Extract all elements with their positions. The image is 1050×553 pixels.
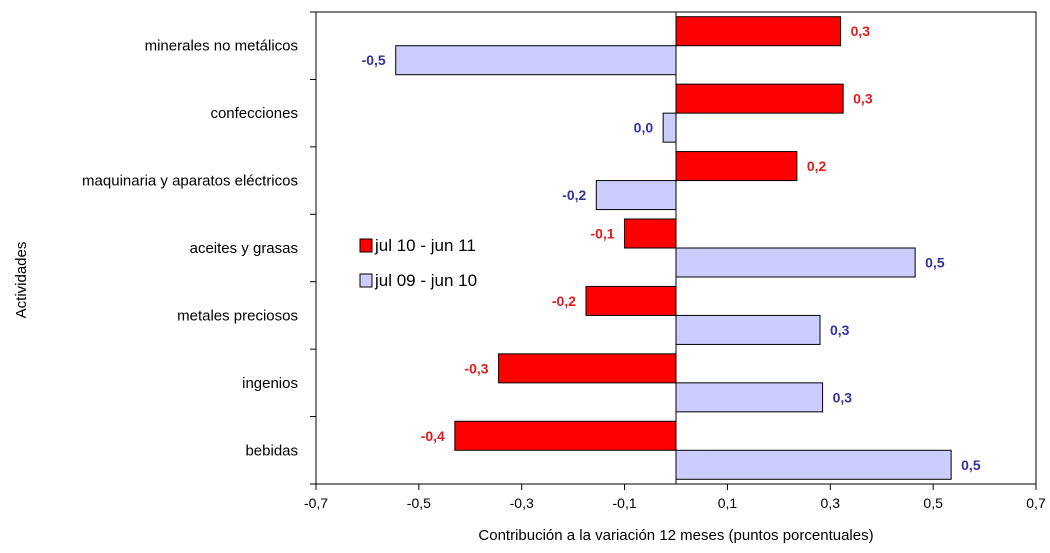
x-tick-label: -0,5 [407, 495, 431, 511]
bar-series-1 [585, 285, 677, 316]
bar-series-2 [662, 112, 677, 143]
bar-series-2 [675, 449, 952, 480]
bar-value-label: -0,2 [552, 293, 576, 309]
bar-value-label: -0,1 [590, 226, 614, 242]
bar-value-label: -0,5 [362, 52, 386, 68]
category-label: bebidas [245, 442, 298, 459]
x-axis: -0,7 -0,5 -0,3 -0,1 0,1 0,3 0,5 0,7 [304, 11, 1046, 511]
bar-value-label: 0,0 [634, 120, 654, 136]
legend-swatch [359, 273, 373, 288]
legend-swatch [359, 238, 373, 253]
bars-group [395, 16, 952, 480]
category-label: metales preciosos [177, 307, 298, 324]
legend: jul 10 - jun 11 jul 09 - jun 10 [359, 236, 477, 290]
category-label: aceites y grasas [190, 240, 298, 257]
legend-label: jul 09 - jun 10 [374, 271, 477, 290]
bar-value-label: -0,3 [464, 360, 488, 376]
category-label: ingenios [242, 375, 298, 392]
bar-value-label: -0,4 [421, 428, 445, 444]
bar-series-1 [675, 83, 844, 114]
bar-value-label: 0,2 [807, 158, 827, 174]
x-tick-label: -0,1 [613, 495, 637, 511]
bar-value-label: 0,3 [851, 23, 871, 39]
x-tick-label: -0,3 [510, 495, 534, 511]
bar-series-2 [595, 180, 677, 211]
legend-label: jul 10 - jun 11 [374, 236, 476, 255]
x-tick-label: 0,3 [821, 495, 841, 511]
x-tick-label: 0,7 [1026, 495, 1046, 511]
bar-series-2 [395, 45, 677, 76]
bar-series-1 [624, 218, 677, 249]
x-tick-label: -0,7 [304, 495, 328, 511]
bar-series-1 [498, 353, 677, 384]
bar-value-label: 0,5 [925, 255, 945, 271]
category-label: minerales no metálicos [145, 38, 298, 55]
bar-value-label: -0,2 [562, 187, 586, 203]
bar-series-1 [454, 420, 677, 451]
category-label: confecciones [210, 105, 298, 122]
x-axis-title: Contribución a la variación 12 meses (pu… [478, 527, 873, 544]
bar-series-2 [675, 314, 821, 345]
x-tick-label: 0,1 [718, 495, 738, 511]
bar-value-label: 0,3 [830, 322, 850, 338]
bar-series-1 [675, 151, 798, 182]
bar-value-label: 0,5 [961, 457, 981, 473]
bar-series-1 [675, 16, 842, 47]
bar-series-2 [675, 247, 916, 278]
value-labels-group: 0,3 0,3 0,2 -0,1 -0,2 -0,3 -0,4 -0,5 0,0 -0,2 0,5 0… [362, 23, 981, 473]
bar-value-label: 0,3 [833, 389, 853, 405]
x-tick-label: 0,5 [923, 495, 943, 511]
bar-value-label: 0,3 [853, 91, 873, 107]
category-label: maquinaria y aparatos eléctricos [82, 173, 298, 190]
y-axis-title: Actividades [13, 242, 30, 319]
bar-series-2 [675, 382, 824, 413]
category-labels-group: minerales no metálicos confecciones maquin… [82, 38, 298, 460]
